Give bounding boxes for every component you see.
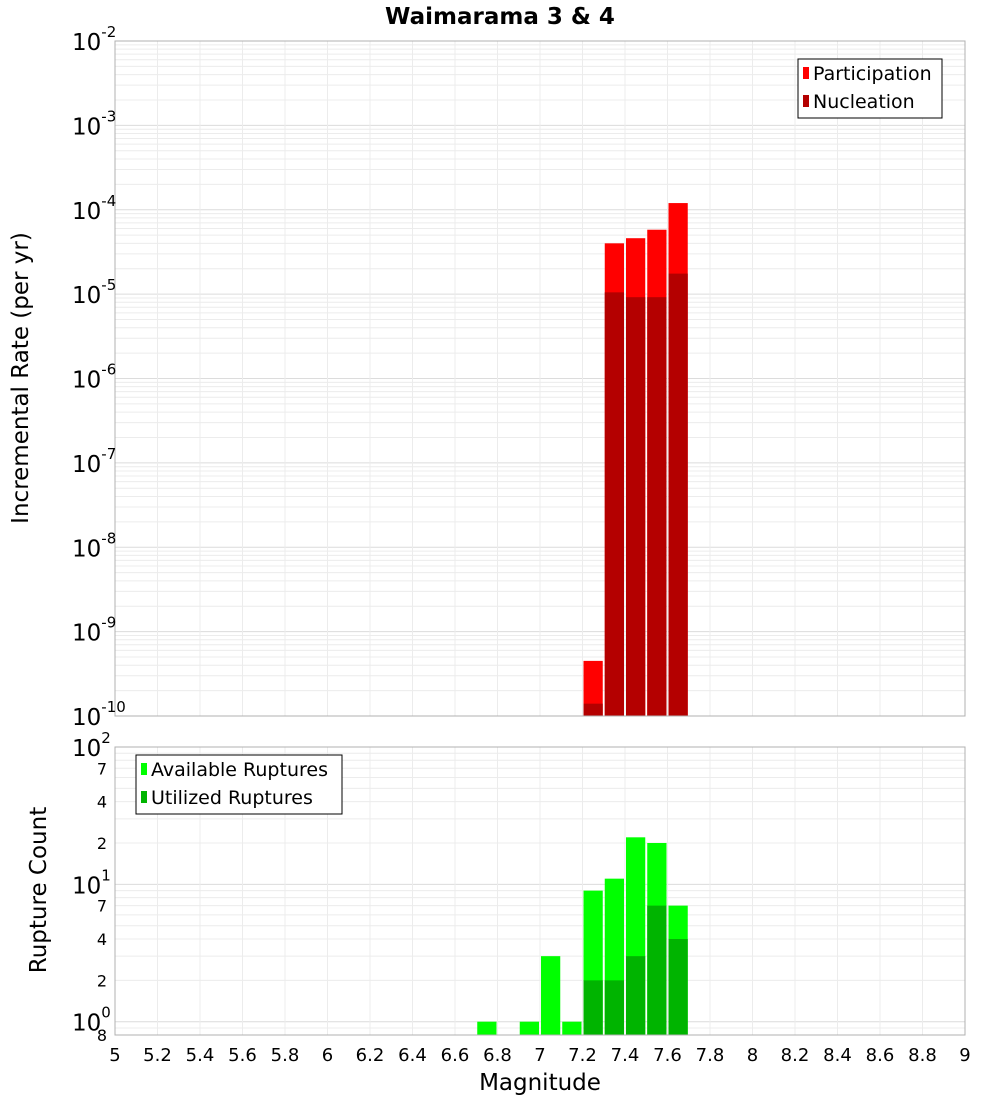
- y-tick-label: 4: [97, 930, 107, 949]
- legend-box: [135, 754, 343, 815]
- bar: [668, 273, 688, 716]
- x-tick-label: 8.2: [781, 1045, 810, 1066]
- y-tick-label: 102: [72, 729, 111, 762]
- bar: [647, 297, 667, 716]
- chart-title: Waimarama 3 & 4: [385, 4, 615, 30]
- x-tick-label: 6.8: [483, 1045, 512, 1066]
- top-y-axis-label: Incremental Rate (per yr): [8, 232, 34, 524]
- legend: Participation Nucleation: [797, 58, 943, 119]
- x-tick-label: 5.2: [143, 1045, 172, 1066]
- rate-panel: 10-2 10-3 10-4 10-5 10-6 10-7 10-8 10-9 10-10 Par…: [72, 23, 966, 731]
- y-tick-label: 100: [72, 1004, 111, 1037]
- y-tick-label: 10-7: [72, 445, 116, 478]
- y-tick-label: 10-6: [72, 361, 116, 394]
- x-tick-label: 5.4: [186, 1045, 215, 1066]
- x-axis-label: Magnitude: [479, 1070, 601, 1096]
- bar: [604, 980, 624, 1035]
- y-tick-label: 10-9: [72, 614, 116, 647]
- y-tick-label: 2: [97, 834, 107, 853]
- bar: [626, 956, 646, 1035]
- x-tick-label: 6.2: [356, 1045, 385, 1066]
- y-tick-label: 7: [97, 759, 107, 778]
- bar: [519, 1021, 539, 1035]
- legend-swatch: [141, 791, 147, 803]
- legend-label: Participation: [813, 63, 932, 85]
- bar: [583, 980, 603, 1035]
- plot-frame: [114, 746, 966, 1036]
- legend-swatch: [141, 763, 147, 775]
- x-tick-label: 8.8: [908, 1045, 937, 1066]
- x-tick-label: 7.6: [653, 1045, 682, 1066]
- bar: [604, 292, 624, 716]
- legend-swatch: [803, 95, 809, 107]
- series-utilized-ruptures: [583, 905, 688, 1035]
- y-tick-label: 10-10: [72, 698, 126, 731]
- y-tick-labels: 10-2 10-3 10-4 10-5 10-6 10-7 10-8 10-9 10-10: [72, 23, 126, 731]
- x-tick-label: 5.8: [271, 1045, 300, 1066]
- legend-box: [797, 58, 943, 119]
- bar: [477, 1021, 497, 1035]
- x-tick-label: 6: [322, 1045, 333, 1066]
- y-tick-label: 10-4: [72, 192, 116, 225]
- x-tick-label: 7.2: [568, 1045, 597, 1066]
- x-tick-label: 8.4: [823, 1045, 852, 1066]
- x-tick-label: 6.4: [398, 1045, 427, 1066]
- bar: [562, 1021, 582, 1035]
- y-tick-label: 8: [97, 1026, 107, 1045]
- series-nucleation: [583, 273, 688, 716]
- x-tick-label: 5: [109, 1045, 120, 1066]
- y-tick-label: 7: [97, 897, 107, 916]
- x-tick-label: 5.6: [228, 1045, 257, 1066]
- bar: [668, 939, 688, 1035]
- legend: Available Ruptures Utilized Ruptures: [135, 754, 343, 815]
- plot-frame: [114, 40, 966, 717]
- legend-label: Available Ruptures: [151, 759, 328, 781]
- x-tick-label: 8: [747, 1045, 758, 1066]
- grid: [114, 746, 966, 1036]
- x-tick-label: 8.6: [866, 1045, 895, 1066]
- y-tick-label: 10-8: [72, 529, 116, 562]
- x-tick-label: 7.4: [611, 1045, 640, 1066]
- y-tick-label: 101: [72, 866, 111, 899]
- x-tick-label: 9: [959, 1045, 970, 1066]
- bar: [541, 956, 561, 1035]
- legend-label: Utilized Ruptures: [151, 787, 313, 809]
- bar: [583, 660, 603, 716]
- y-tick-label: 10-2: [72, 23, 116, 56]
- y-tick-label: 4: [97, 793, 107, 812]
- x-tick-label: 7.8: [696, 1045, 725, 1066]
- x-tick-label: 6.6: [441, 1045, 470, 1066]
- x-tick-label: 7: [534, 1045, 545, 1066]
- y-tick-label: 2: [97, 971, 107, 990]
- y-tick-label: 10-5: [72, 276, 116, 309]
- x-tick-labels: 5 5.2 5.4 5.6 5.8 6 6.2 6.4 6.6 6.8 7 7.2 7.4 7.6 7.8 8…: [109, 1045, 970, 1066]
- grid: [114, 40, 966, 717]
- bar: [626, 297, 646, 716]
- bottom-y-axis-label: Rupture Count: [26, 807, 52, 973]
- bar: [583, 703, 603, 716]
- bar: [647, 905, 667, 1035]
- y-tick-label: 10-3: [72, 107, 116, 140]
- legend-swatch: [803, 67, 809, 79]
- legend-label: Nucleation: [813, 91, 915, 113]
